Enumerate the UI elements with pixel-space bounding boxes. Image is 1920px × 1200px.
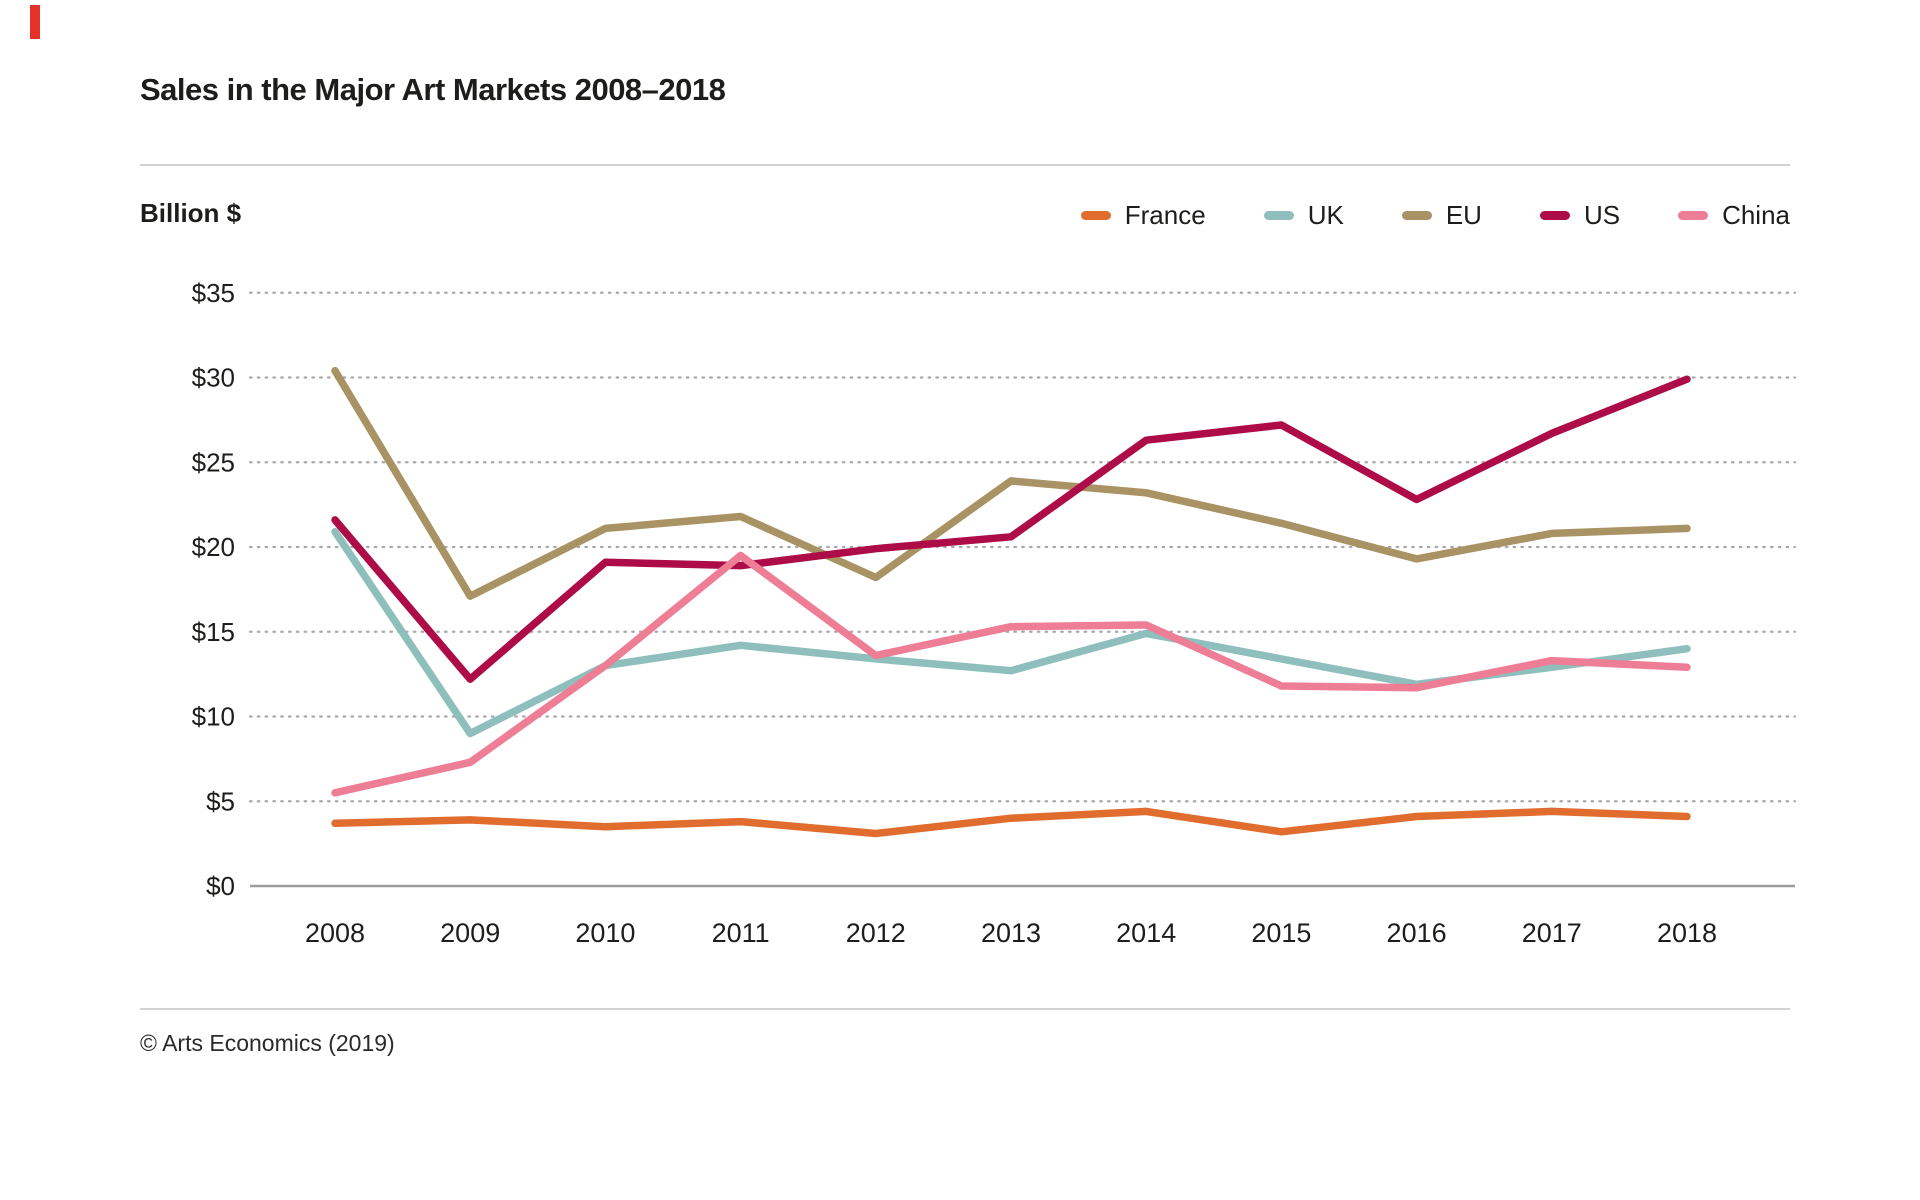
x-tick-label: 2012 bbox=[846, 918, 906, 948]
chart-title: Sales in the Major Art Markets 2008–2018 bbox=[140, 72, 726, 107]
bottom-divider bbox=[140, 1008, 1790, 1010]
legend-swatch bbox=[1401, 211, 1432, 220]
legend-label: France bbox=[1124, 200, 1206, 230]
y-axis-title: Billion $ bbox=[140, 198, 242, 228]
y-tick-label: $5 bbox=[206, 786, 235, 816]
x-tick-label: 2014 bbox=[1116, 918, 1176, 948]
chart-svg: $35 $30 $25 $20 $15 $10 $5 $0 2008 2009 2010 2011 20… bbox=[192, 278, 1797, 948]
x-tick-label: 2009 bbox=[440, 918, 500, 948]
x-tick-label: 2008 bbox=[305, 918, 365, 948]
legend-label: China bbox=[1722, 200, 1790, 230]
footer-credit: © Arts Economics (2019) bbox=[140, 1030, 395, 1056]
series-line-france bbox=[331, 807, 1691, 838]
y-tick-label: $25 bbox=[192, 447, 235, 477]
legend: France UK EU US China bbox=[1080, 200, 1790, 231]
legend-item-us: US bbox=[1539, 200, 1621, 231]
legend-swatch bbox=[1678, 211, 1709, 220]
legend-label: US bbox=[1583, 200, 1621, 230]
x-tick-label: 2015 bbox=[1251, 918, 1311, 948]
legend-label: EU bbox=[1445, 200, 1482, 230]
legend-swatch bbox=[1539, 211, 1570, 220]
y-tick-label: $30 bbox=[192, 363, 235, 393]
legend-item-uk: UK bbox=[1263, 200, 1344, 231]
x-tick-label: 2010 bbox=[575, 918, 635, 948]
series-line-eu bbox=[331, 366, 1691, 600]
x-tick-label: 2016 bbox=[1387, 918, 1447, 948]
legend-item-france: France bbox=[1080, 200, 1206, 231]
y-tick-label: $35 bbox=[192, 278, 235, 308]
y-tick-label: $15 bbox=[192, 617, 235, 647]
legend-swatch bbox=[1263, 211, 1294, 220]
y-tick-label: $0 bbox=[206, 871, 235, 901]
red-accent-mark bbox=[30, 5, 40, 39]
legend-label: UK bbox=[1307, 200, 1344, 230]
series-line-us bbox=[331, 375, 1691, 683]
legend-item-china: China bbox=[1678, 200, 1790, 231]
legend-swatch bbox=[1080, 211, 1111, 220]
x-tick-label: 2013 bbox=[981, 918, 1041, 948]
x-tick-label: 2018 bbox=[1657, 918, 1717, 948]
series-line-china bbox=[331, 551, 1691, 797]
y-tick-label: $20 bbox=[192, 532, 235, 562]
y-tick-label: $10 bbox=[192, 702, 235, 732]
line-chart: $35 $30 $25 $20 $15 $10 $5 $0 2008 2009 2010 2011 20… bbox=[140, 230, 1800, 990]
x-tick-label: 2011 bbox=[712, 918, 770, 948]
top-divider bbox=[140, 164, 1790, 166]
x-tick-label: 2017 bbox=[1522, 918, 1582, 948]
legend-item-eu: EU bbox=[1401, 200, 1482, 231]
